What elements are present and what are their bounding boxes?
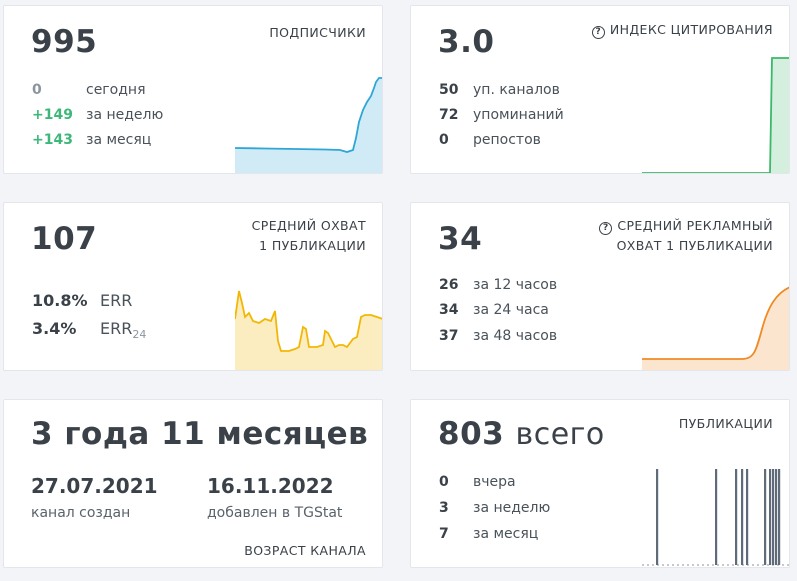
list-item: 72 упоминаний <box>439 107 564 123</box>
info-icon[interactable]: ? <box>599 222 613 235</box>
info-icon[interactable]: ? <box>591 26 605 39</box>
subscribers-label: ПОДПИСЧИКИ <box>269 25 366 40</box>
created-caption: канал создан <box>31 505 131 521</box>
list-item: 7 за месяц <box>439 526 539 542</box>
list-item: 34 за 24 часа <box>439 302 549 318</box>
publications-card[interactable]: 803 всего ПУБЛИКАЦИИ 0 вчера 3 за неделю 7… <box>410 399 790 568</box>
list-item: 0 сегодня <box>32 82 146 98</box>
added-caption: добавлен в TGStat <box>207 505 343 521</box>
created-date: 27.07.2021 <box>31 474 158 498</box>
channel-age-label: ВОЗРАСТ КАНАЛА <box>244 543 366 558</box>
citation-sparkline <box>642 57 789 173</box>
channel-age-value: 3 года 11 месяцев <box>31 416 369 452</box>
publications-count: 803 всего <box>438 416 605 452</box>
ad-reach-value: 34 <box>438 221 483 257</box>
ad-reach-sparkline <box>642 286 789 370</box>
citation-label: ? ИНДЕКС ЦИТИРОВАНИЯ <box>591 20 773 40</box>
list-item: 3 за неделю <box>439 500 551 516</box>
subscribers-count: 995 <box>31 24 98 60</box>
reach-sparkline <box>235 290 382 370</box>
list-item: 37 за 48 часов <box>439 328 558 344</box>
citation-card[interactable]: 3.0 ? ИНДЕКС ЦИТИРОВАНИЯ 50 уп. каналов 72… <box>410 5 790 174</box>
channel-age-card[interactable]: 3 года 11 месяцев 27.07.2021 канал созда… <box>3 399 383 568</box>
subscribers-card[interactable]: 995 ПОДПИСЧИКИ 0 сегодня +149 за неделю +1… <box>3 5 383 174</box>
publications-barchart <box>642 469 789 566</box>
list-item: 0 вчера <box>439 474 516 490</box>
err24-row: 3.4% ERR24 <box>32 319 147 342</box>
list-item: +143 за месяц <box>32 132 152 148</box>
list-item: +149 за неделю <box>32 107 164 123</box>
list-item: 50 уп. каналов <box>439 82 560 98</box>
err-row: 10.8% ERR <box>32 291 133 310</box>
ad-reach-card[interactable]: 34 ? СРЕДНИЙ РЕКЛАМНЫЙ ОХВАТ 1 ПУБЛИКАЦИИ… <box>410 202 790 371</box>
list-item: 0 репостов <box>439 132 541 148</box>
added-date: 16.11.2022 <box>207 474 334 498</box>
citation-index: 3.0 <box>438 24 495 60</box>
publications-label: ПУБЛИКАЦИИ <box>678 416 773 431</box>
reach-label: СРЕДНИЙ ОХВАТ 1 ПУБЛИКАЦИИ <box>251 218 366 253</box>
ad-reach-label: ? СРЕДНИЙ РЕКЛАМНЫЙ ОХВАТ 1 ПУБЛИКАЦИИ <box>599 216 773 256</box>
reach-value: 107 <box>31 221 98 257</box>
reach-card[interactable]: 107 СРЕДНИЙ ОХВАТ 1 ПУБЛИКАЦИИ 10.8% ERR … <box>3 202 383 371</box>
list-item: 26 за 12 часов <box>439 277 558 293</box>
subscribers-sparkline <box>235 77 382 173</box>
